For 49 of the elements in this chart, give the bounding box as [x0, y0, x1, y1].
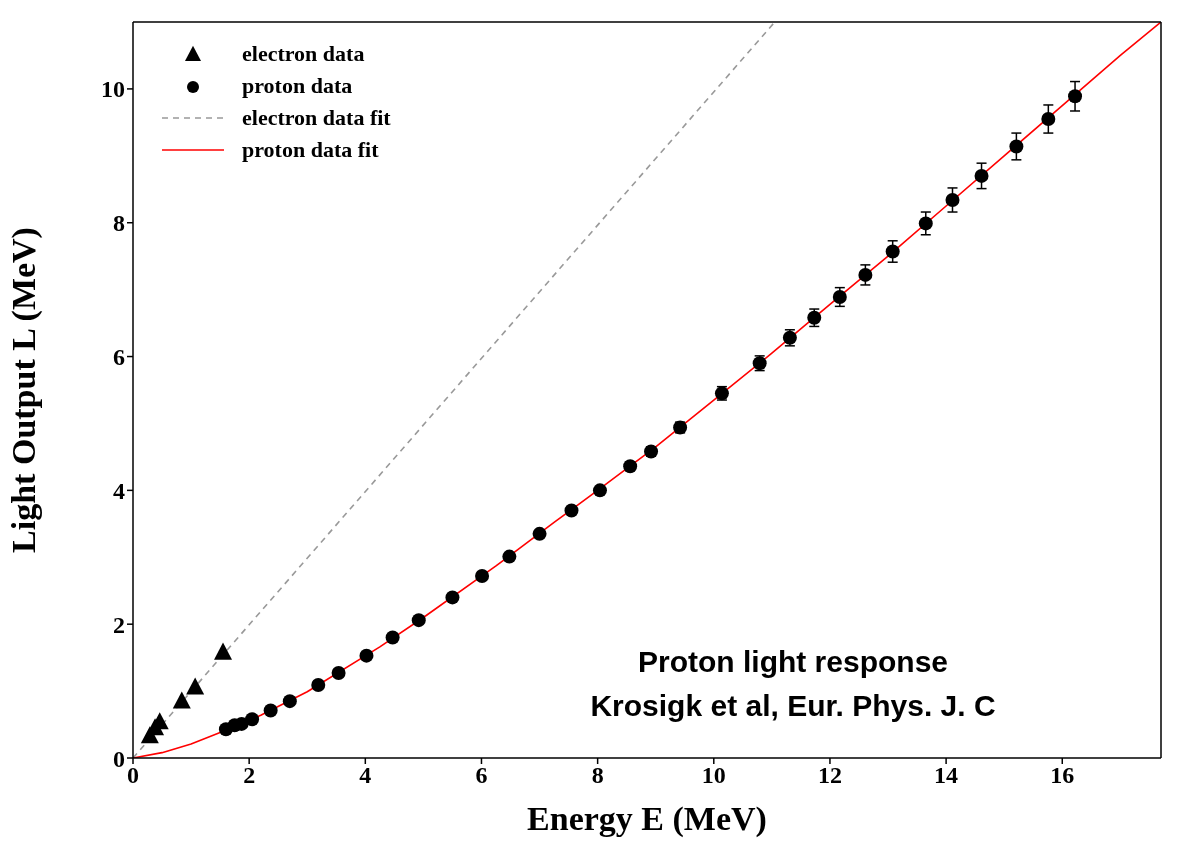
point: [918, 216, 933, 231]
point: [1009, 139, 1024, 154]
y-tick-label: 0: [113, 745, 125, 772]
point: [945, 192, 960, 207]
x-tick-label: 16: [1050, 762, 1075, 789]
legend-label: electron data: [242, 40, 365, 68]
point: [623, 459, 638, 474]
y-tick-label: 10: [101, 76, 125, 103]
point: [245, 712, 260, 727]
x-tick-label: 2: [243, 762, 256, 789]
point: [385, 630, 400, 645]
point: [186, 677, 205, 695]
point: [974, 168, 989, 183]
y-axis-title: Light Output L (MeV): [5, 227, 44, 553]
y-tick-label: 2: [113, 611, 125, 638]
point: [832, 290, 847, 304]
point: [445, 590, 460, 605]
x-tick-label: 12: [817, 762, 842, 789]
point: [532, 526, 547, 541]
point: [1041, 112, 1056, 127]
legend-label: proton data fit: [242, 136, 379, 164]
x-tick-label: 10: [701, 762, 726, 789]
annotation: Proton light response: [637, 644, 949, 680]
x-tick-label: 6: [475, 762, 488, 789]
point: [359, 648, 374, 663]
x-tick-label: 4: [359, 762, 372, 789]
point: [311, 678, 326, 693]
point: [592, 483, 607, 498]
y-tick-label: 6: [113, 344, 125, 371]
x-tick-label: 8: [591, 762, 604, 789]
point: [1068, 89, 1083, 104]
point: [282, 694, 297, 709]
point: [411, 613, 426, 628]
x-axis-title: Energy E (MeV): [527, 800, 767, 838]
annotation: Krosigk et al, Eur. Phys. J. C: [589, 688, 997, 724]
point: [214, 642, 233, 660]
point: [885, 244, 900, 259]
legend-label: proton data: [242, 72, 353, 100]
point: [172, 691, 191, 709]
point: [331, 666, 346, 681]
point: [564, 503, 579, 518]
x-tick-label: 14: [934, 762, 959, 789]
y-tick-label: 4: [113, 477, 125, 504]
y-tick-label: 8: [113, 210, 125, 237]
point: [502, 549, 517, 564]
point: [858, 267, 873, 282]
legend-label: electron data fit: [242, 104, 391, 132]
point: [475, 569, 490, 584]
point: [263, 703, 278, 718]
